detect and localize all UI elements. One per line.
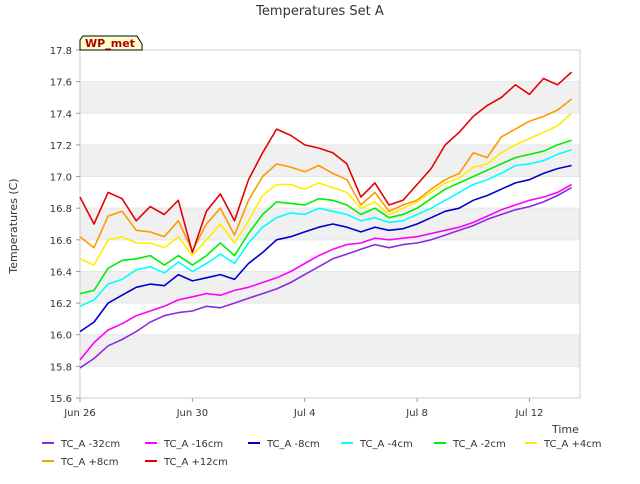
legend-label: TC_A -16cm xyxy=(163,439,223,450)
y-tick-label: 17.8 xyxy=(50,46,72,57)
y-tick-label: 16.6 xyxy=(50,236,72,247)
legend-label: TC_A -32cm xyxy=(60,439,120,450)
series-line-tc-a-8cm xyxy=(79,98,573,252)
y-tick-label: 17.4 xyxy=(50,109,72,120)
badge: WP_met xyxy=(79,35,143,51)
axes: 15.6 15.8 16.0 16.2 16.4 16.6 16.8 17.0 17.2 17.4… xyxy=(50,46,581,419)
legend-label: TC_A +4cm xyxy=(543,439,602,450)
series-line-tc-a-4cm xyxy=(79,148,572,308)
x-tick-label: Jun 30 xyxy=(176,408,209,419)
y-tick-label: 16.8 xyxy=(50,204,72,215)
legend-label: TC_A -4cm xyxy=(359,439,413,450)
series-line-tc-a-32cm xyxy=(79,186,572,369)
chart-title: Temperatures Set A xyxy=(255,4,384,19)
x-tick-label: Jul 12 xyxy=(514,408,543,419)
y-tick-label: 17.0 xyxy=(50,173,72,184)
y-tick-label: 17.6 xyxy=(50,78,72,89)
y-tick-label: 17.2 xyxy=(50,141,72,152)
legend-label: TC_A +8cm xyxy=(60,457,119,468)
badge-label: WP_met xyxy=(85,37,135,50)
y-tick-label: 16.4 xyxy=(50,267,72,278)
legend-label: TC_A +12cm xyxy=(163,457,228,468)
series-line-tc-a-4cm xyxy=(79,112,573,266)
plot-frame xyxy=(79,49,581,399)
y-tick-label: 15.6 xyxy=(50,394,72,405)
series-line-tc-a-8cm xyxy=(79,164,572,333)
x-tick-label: Jul 8 xyxy=(405,408,428,419)
legend: TC_A -32cm TC_A -16cm TC_A -8cm TC_A -4cm TC… xyxy=(42,439,602,468)
grid-band xyxy=(80,334,580,367)
x-tick-label: Jul 4 xyxy=(293,408,316,419)
grid-band xyxy=(80,271,580,304)
x-axis-label: Time xyxy=(551,423,579,436)
legend-label: TC_A -2cm xyxy=(452,439,506,450)
y-tick-label: 15.8 xyxy=(50,362,72,373)
series-line-tc-a-16cm xyxy=(79,183,572,361)
grid-band xyxy=(80,81,580,114)
series-lines xyxy=(79,71,573,369)
y-tick-label: 16.0 xyxy=(50,331,72,342)
y-tick-label: 16.2 xyxy=(50,299,72,310)
series-line-tc-a-12cm xyxy=(79,71,573,254)
y-axis-label: Temperatures (C) xyxy=(7,178,20,274)
legend-label: TC_A -8cm xyxy=(266,439,320,450)
x-tick-label: Jun 26 xyxy=(63,408,96,419)
series-line-tc-a-2cm xyxy=(79,139,572,295)
